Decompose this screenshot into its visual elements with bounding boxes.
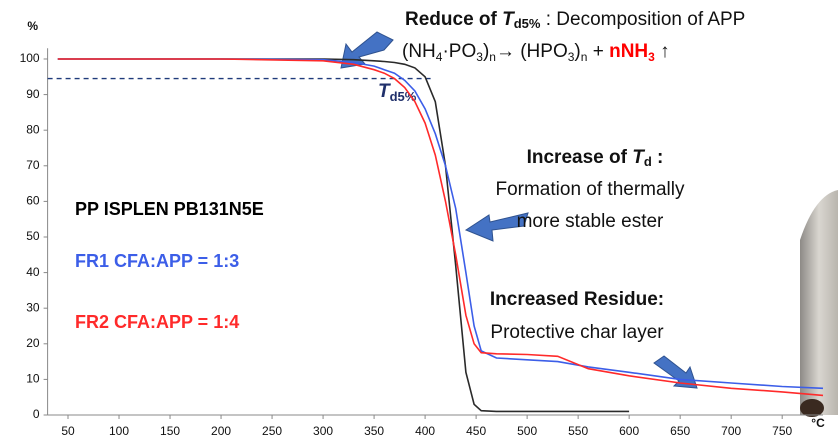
- legend-label: PP ISPLEN PB131N5E: [75, 199, 264, 219]
- annotation: Increased Residue:: [490, 289, 664, 310]
- x-tick-label: 250: [262, 424, 282, 438]
- y-tick-label: 50: [26, 229, 40, 243]
- annotation: (NH4·PO3)n→ (HPO3)n + nNH3 ↑: [402, 41, 670, 64]
- y-tick-label: 30: [26, 300, 40, 314]
- x-tick-label: 300: [313, 424, 333, 438]
- page: {"chart_data": {"type": "line", "y_unit"…: [0, 0, 838, 441]
- x-tick-label: 650: [670, 424, 690, 438]
- y-unit: %: [27, 19, 38, 33]
- x-tick-label: 450: [466, 424, 486, 438]
- x-unit: °C: [811, 416, 825, 430]
- y-tick-label: 20: [26, 336, 40, 350]
- arrow: [654, 356, 697, 388]
- legend-label: FR1 CFA:APP = 1:3: [75, 251, 239, 271]
- x-tick-label: 750: [772, 424, 792, 438]
- x-tick-label: 50: [61, 424, 75, 438]
- y-tick-label: 40: [26, 265, 40, 279]
- legend-label: FR2 CFA:APP = 1:4: [75, 312, 239, 332]
- y-tick-label: 0: [33, 407, 40, 421]
- annotation: Protective char layer: [490, 322, 664, 343]
- annotation: Increase of Td :: [527, 147, 664, 169]
- y-tick-label: 90: [26, 87, 40, 101]
- y-tick-label: 100: [20, 51, 40, 65]
- annotation: Formation of thermally: [495, 179, 685, 200]
- x-tick-label: 200: [211, 424, 231, 438]
- y-tick-label: 80: [26, 122, 40, 136]
- series-line: [58, 59, 823, 388]
- photo-char: [800, 399, 824, 417]
- series-line: [58, 59, 629, 411]
- x-tick-label: 150: [160, 424, 180, 438]
- chart: % °C Reduce of Td5% : Decomposition of A…: [0, 0, 838, 441]
- series-line: [58, 59, 823, 395]
- y-tick-label: 60: [26, 194, 40, 208]
- x-tick-label: 550: [568, 424, 588, 438]
- x-tick-label: 350: [364, 424, 384, 438]
- x-tick-label: 500: [517, 424, 537, 438]
- y-tick-label: 10: [26, 372, 40, 386]
- photo: [800, 190, 838, 415]
- x-tick-label: 400: [415, 424, 435, 438]
- annotation: Reduce of Td5% : Decomposition of APP: [405, 9, 745, 31]
- x-tick-label: 100: [109, 424, 129, 438]
- x-tick-label: 600: [619, 424, 639, 438]
- annotation: more stable ester: [517, 211, 664, 232]
- annotation: Td5%: [378, 81, 417, 104]
- y-tick-label: 70: [26, 158, 40, 172]
- x-tick-label: 700: [721, 424, 741, 438]
